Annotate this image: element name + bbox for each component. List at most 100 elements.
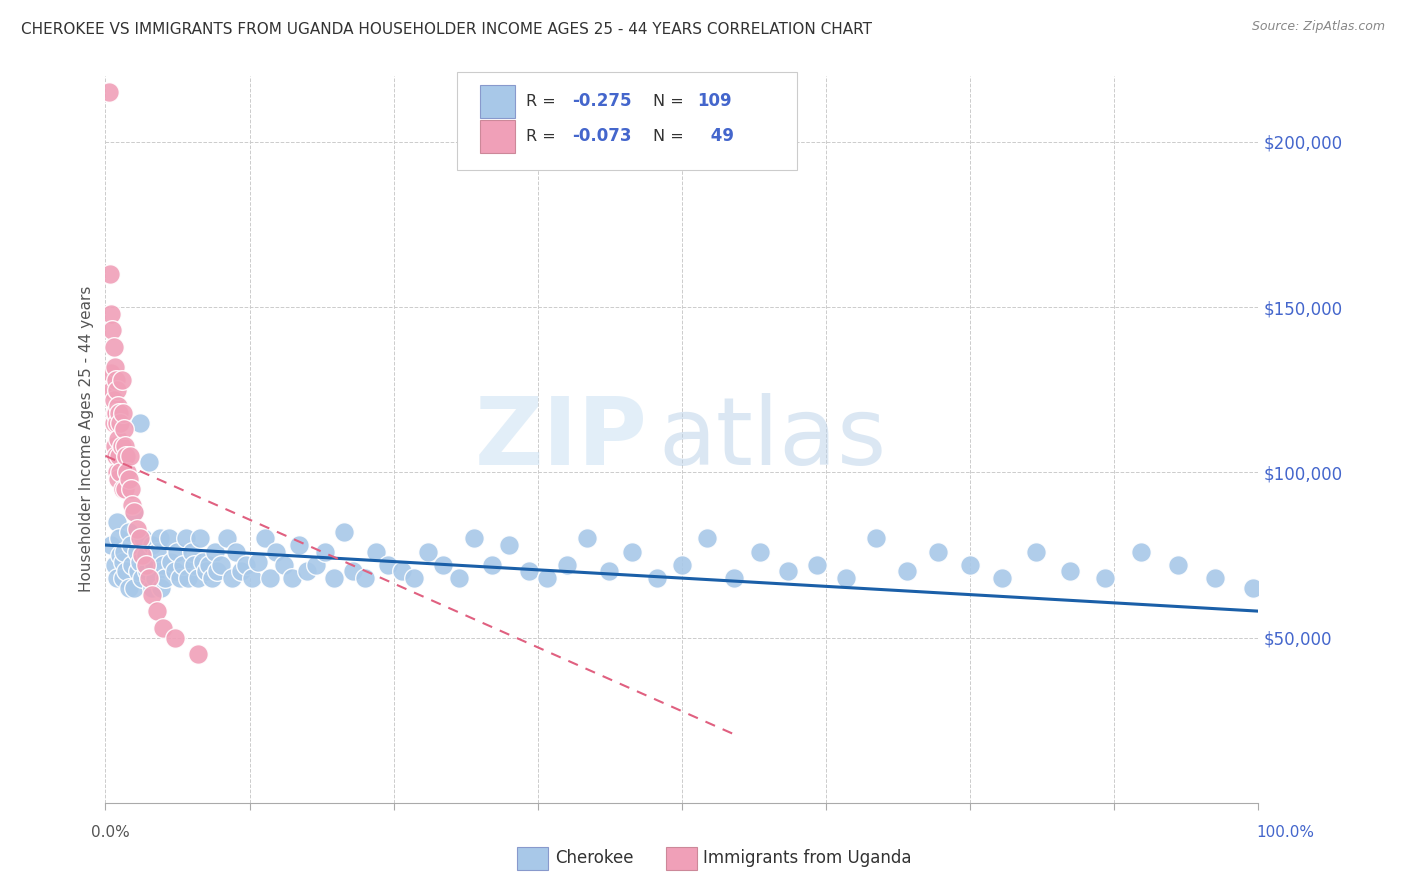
Point [111, 406, 134, 420]
Point [200, 571, 222, 585]
Point [333, 524, 356, 539]
Point [160, 555, 183, 569]
Point [135, 548, 157, 562]
Point [314, 544, 336, 558]
Point [749, 544, 772, 558]
Point [111, 482, 134, 496]
Point [115, 449, 138, 463]
Point [297, 565, 319, 579]
Point [463, 532, 485, 546]
Point [120, 538, 142, 552]
Point [124, 505, 146, 519]
Text: Cherokee: Cherokee [555, 849, 634, 867]
Point [377, 558, 399, 572]
Point [991, 571, 1014, 585]
Point [98, 267, 121, 281]
Point [129, 555, 152, 569]
Point [132, 532, 155, 546]
Point [598, 565, 620, 579]
Point [322, 571, 344, 585]
Point [723, 571, 745, 585]
Point [959, 558, 981, 572]
Text: 100.0%: 100.0% [1257, 825, 1315, 840]
Point [342, 565, 364, 579]
Point [141, 581, 163, 595]
Point [163, 565, 186, 579]
Point [118, 449, 141, 463]
Point [114, 482, 136, 496]
Point [104, 406, 127, 420]
Point [115, 565, 138, 579]
Point [104, 359, 127, 374]
Point [105, 515, 128, 529]
Point [117, 581, 139, 595]
Point [193, 555, 215, 569]
Point [207, 565, 229, 579]
Point [576, 532, 599, 546]
Point [194, 565, 217, 579]
Point [107, 399, 129, 413]
Point [112, 422, 135, 436]
Point [103, 392, 125, 407]
Point [97, 86, 120, 100]
Point [215, 532, 238, 546]
Point [104, 373, 127, 387]
Point [671, 558, 693, 572]
Point [125, 544, 148, 558]
Point [536, 571, 558, 585]
Point [1167, 558, 1189, 572]
FancyBboxPatch shape [457, 72, 797, 170]
Point [253, 532, 276, 546]
Point [103, 340, 125, 354]
Point [105, 466, 128, 480]
Text: 109: 109 [697, 92, 731, 111]
Point [125, 522, 148, 536]
Point [107, 432, 129, 446]
Point [696, 532, 718, 546]
Point [225, 544, 247, 558]
Point [305, 558, 328, 572]
Point [498, 538, 520, 552]
Point [264, 544, 287, 558]
Text: R =: R = [526, 128, 561, 144]
Point [100, 538, 122, 552]
Point [149, 532, 172, 546]
Point [198, 558, 221, 572]
Point [143, 571, 166, 585]
Point [127, 565, 149, 579]
Point [141, 588, 163, 602]
Text: Immigrants from Uganda: Immigrants from Uganda [703, 849, 911, 867]
Point [273, 558, 295, 572]
Text: -0.073: -0.073 [572, 128, 631, 145]
Point [834, 571, 856, 585]
Text: -0.275: -0.275 [572, 92, 631, 111]
Point [354, 571, 377, 585]
Point [110, 416, 132, 430]
Text: ZIP: ZIP [474, 393, 647, 485]
Point [117, 472, 139, 486]
Point [166, 544, 188, 558]
Point [146, 544, 169, 558]
Text: R =: R = [526, 94, 561, 109]
Point [141, 538, 163, 552]
Point [107, 472, 129, 486]
Point [281, 571, 304, 585]
Point [366, 544, 388, 558]
Point [104, 558, 127, 572]
Point [108, 532, 131, 546]
Point [645, 571, 668, 585]
Point [110, 373, 132, 387]
Point [105, 383, 128, 397]
Point [135, 558, 157, 572]
Point [129, 532, 152, 546]
Point [121, 499, 143, 513]
Point [180, 544, 204, 558]
Text: N =: N = [654, 94, 689, 109]
Point [131, 571, 153, 585]
Point [146, 604, 169, 618]
Point [129, 416, 152, 430]
Point [418, 544, 440, 558]
Point [806, 558, 828, 572]
Point [1129, 544, 1152, 558]
Point [169, 571, 191, 585]
